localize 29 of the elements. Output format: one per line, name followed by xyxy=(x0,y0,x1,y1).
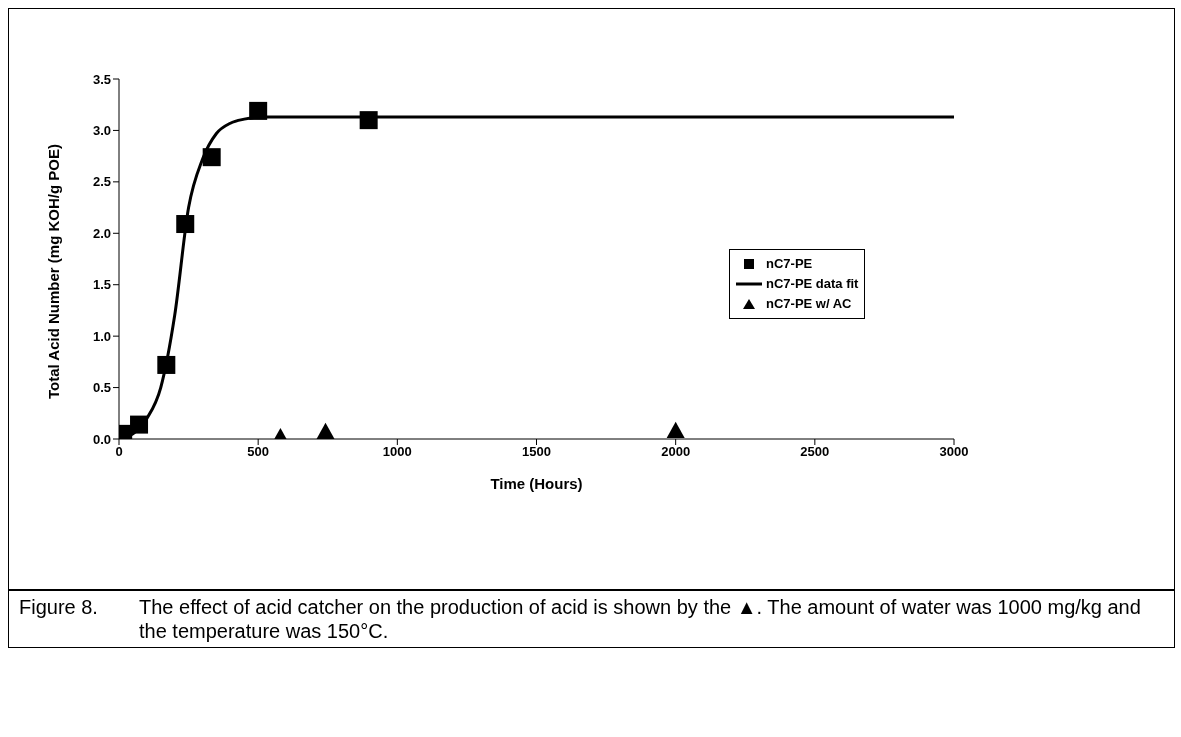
y-tick-label: 0.5 xyxy=(92,380,111,396)
x-tick-label: 3000 xyxy=(939,444,969,460)
point xyxy=(176,215,195,234)
legend-label: nC7-PE data fit xyxy=(766,275,859,293)
text: Figure 8. The effect of acid catcher on the production of acid is shown by the ▲. The amount of water was 1000 mg/kg and the temperature was 150°C. xyxy=(19,596,1141,642)
point xyxy=(359,111,378,130)
x-tick-label: 1000 xyxy=(382,444,412,460)
y-tick-label: 1.0 xyxy=(92,328,111,344)
legend-label: nC7-PE xyxy=(766,255,813,273)
y-tick-label: 2.0 xyxy=(92,225,111,241)
y-tick-label: 1.5 xyxy=(92,277,111,293)
y-tick-label: 0.0 xyxy=(92,431,111,447)
y-tick-label: 3.0 xyxy=(92,123,111,139)
x-tick-label: 500 xyxy=(247,444,270,460)
y-axis-title: Total Acid Number (mg KOH/g POE) xyxy=(45,143,63,399)
y-tick-label: 3.5 xyxy=(92,71,111,87)
x-tick-label: 1500 xyxy=(522,444,551,460)
x-tick-label: 2000 xyxy=(661,444,691,460)
x-axis-title: Time (Hours) xyxy=(490,475,583,492)
legend-label: nC7-PE w/ AC xyxy=(766,295,852,313)
point xyxy=(130,415,149,434)
point xyxy=(157,355,176,374)
x-tick-label: 0 xyxy=(115,444,123,460)
point xyxy=(249,101,268,120)
x-tick-label: 2500 xyxy=(800,444,830,460)
y-tick-label: 2.5 xyxy=(92,174,111,190)
point xyxy=(316,422,335,439)
point xyxy=(666,421,685,438)
point xyxy=(202,148,221,167)
